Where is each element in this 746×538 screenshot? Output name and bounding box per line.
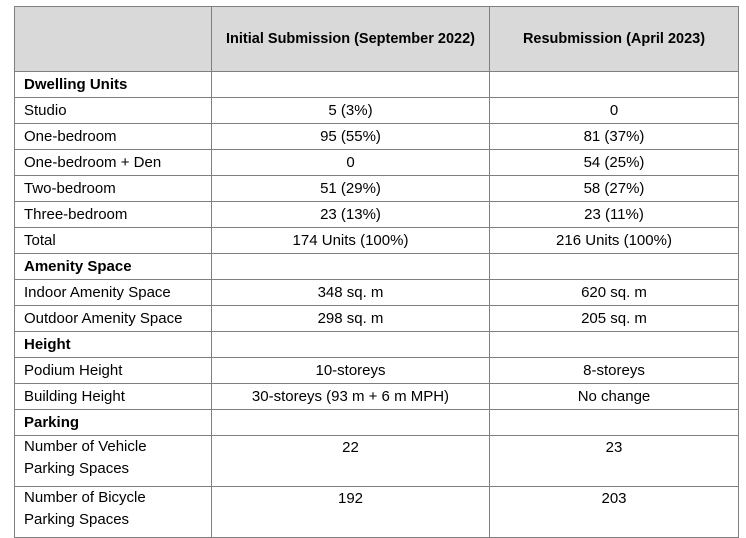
initial-value: 30-storeys (93 m + 6 m MPH) [211, 383, 490, 410]
section-row-height: Height [14, 331, 739, 358]
empty-cell [489, 409, 739, 436]
initial-value: 51 (29%) [211, 175, 490, 202]
row-label: Number of Vehicle Parking Spaces [14, 435, 212, 487]
initial-value: 22 [211, 435, 490, 487]
table-row: Podium Height 10-storeys 8-storeys [14, 357, 739, 384]
row-label: Three-bedroom [14, 201, 212, 228]
resubmission-value: 0 [489, 97, 739, 124]
section-title: Dwelling Units [14, 71, 212, 98]
row-label-line: Number of Vehicle [24, 438, 147, 455]
row-label: Studio [14, 97, 212, 124]
row-label: Two-bedroom [14, 175, 212, 202]
initial-value: 192 [211, 486, 490, 538]
row-label: Total [14, 227, 212, 254]
resubmission-value: 203 [489, 486, 739, 538]
empty-cell [489, 331, 739, 358]
empty-cell [489, 253, 739, 280]
header-resubmission: Resubmission (April 2023) [489, 6, 739, 72]
initial-value: 348 sq. m [211, 279, 490, 306]
resubmission-value: 23 (11%) [489, 201, 739, 228]
resubmission-value: 8-storeys [489, 357, 739, 384]
header-blank-cell [14, 6, 212, 72]
row-label: Number of Bicycle Parking Spaces [14, 486, 212, 538]
empty-cell [211, 253, 490, 280]
resubmission-value: 23 [489, 435, 739, 487]
initial-value: 5 (3%) [211, 97, 490, 124]
row-label-line: Number of Bicycle [24, 489, 146, 506]
row-label: Building Height [14, 383, 212, 410]
section-row-amenity-space: Amenity Space [14, 253, 739, 280]
table-row: Number of Bicycle Parking Spaces 192 203 [14, 486, 739, 538]
resubmission-value: 620 sq. m [489, 279, 739, 306]
resubmission-value: 81 (37%) [489, 123, 739, 150]
table-row: Studio 5 (3%) 0 [14, 97, 739, 124]
table-row: Outdoor Amenity Space 298 sq. m 205 sq. … [14, 305, 739, 332]
initial-value: 95 (55%) [211, 123, 490, 150]
table-row: Three-bedroom 23 (13%) 23 (11%) [14, 201, 739, 228]
resubmission-value: 58 (27%) [489, 175, 739, 202]
table-row: One-bedroom 95 (55%) 81 (37%) [14, 123, 739, 150]
empty-cell [211, 409, 490, 436]
row-label: Indoor Amenity Space [14, 279, 212, 306]
row-label: One-bedroom [14, 123, 212, 150]
resubmission-value: No change [489, 383, 739, 410]
section-row-dwelling-units: Dwelling Units [14, 71, 739, 98]
table-row: Two-bedroom 51 (29%) 58 (27%) [14, 175, 739, 202]
resubmission-value: 205 sq. m [489, 305, 739, 332]
empty-cell [211, 71, 490, 98]
section-title: Height [14, 331, 212, 358]
resubmission-value: 54 (25%) [489, 149, 739, 176]
empty-cell [211, 331, 490, 358]
initial-value: 0 [211, 149, 490, 176]
header-row: Initial Submission (September 2022) Resu… [14, 6, 739, 72]
section-title: Parking [14, 409, 212, 436]
table-row: Indoor Amenity Space 348 sq. m 620 sq. m [14, 279, 739, 306]
initial-value: 174 Units (100%) [211, 227, 490, 254]
resubmission-value: 216 Units (100%) [489, 227, 739, 254]
table-row: One-bedroom + Den 0 54 (25%) [14, 149, 739, 176]
empty-cell [489, 71, 739, 98]
section-row-parking: Parking [14, 409, 739, 436]
row-label-line: Parking Spaces [24, 460, 130, 477]
table-row: Number of Vehicle Parking Spaces 22 23 [14, 435, 739, 487]
row-label: One-bedroom + Den [14, 149, 212, 176]
initial-value: 298 sq. m [211, 305, 490, 332]
section-title: Amenity Space [14, 253, 212, 280]
row-label: Outdoor Amenity Space [14, 305, 212, 332]
comparison-table: Initial Submission (September 2022) Resu… [14, 6, 739, 538]
header-initial-submission: Initial Submission (September 2022) [211, 6, 490, 72]
table-row: Building Height 30-storeys (93 m + 6 m M… [14, 383, 739, 410]
row-label: Podium Height [14, 357, 212, 384]
row-label-line: Parking Spaces [24, 511, 130, 528]
table-row-total: Total 174 Units (100%) 216 Units (100%) [14, 227, 739, 254]
initial-value: 23 (13%) [211, 201, 490, 228]
initial-value: 10-storeys [211, 357, 490, 384]
